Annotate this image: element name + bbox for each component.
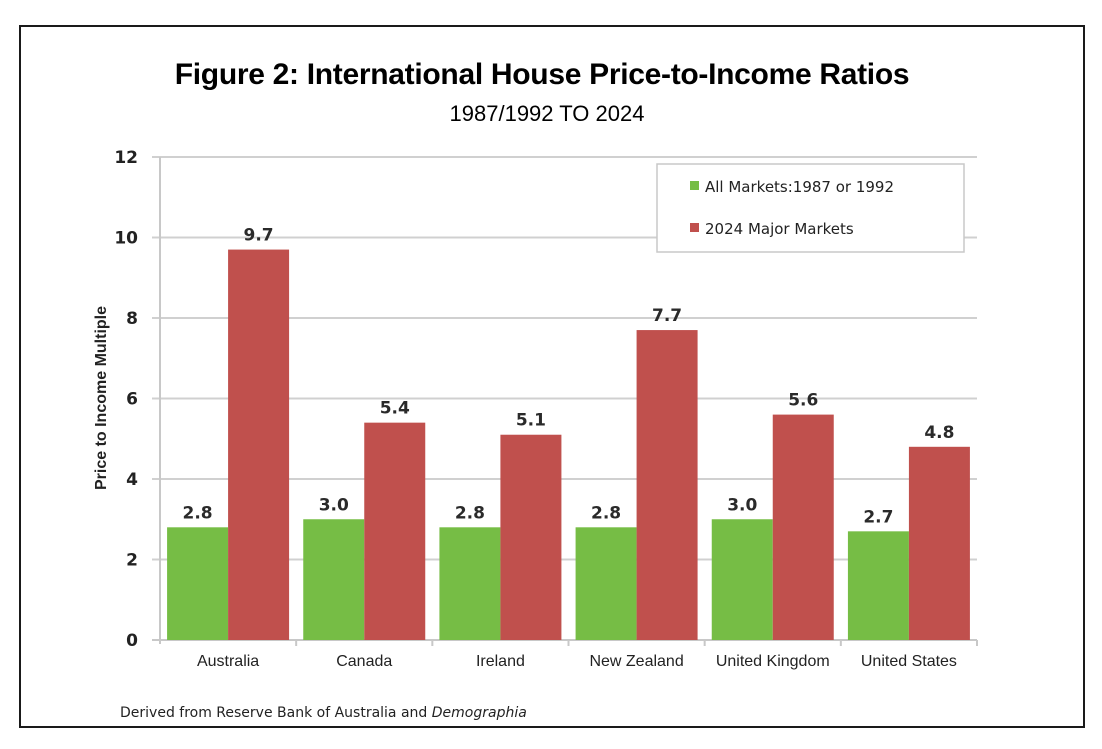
y-tick-label: 8 — [126, 309, 138, 329]
bar-australia-series-1 — [228, 249, 290, 640]
y-tick-label: 12 — [114, 148, 138, 168]
data-label: 3.0 — [319, 495, 349, 515]
x-category-label: Ireland — [476, 653, 525, 670]
bar-united-states-series-1 — [908, 446, 970, 640]
data-label: 2.8 — [183, 503, 213, 523]
bar-united-kingdom-series-1 — [772, 414, 834, 640]
bar-united-states-series-0 — [847, 531, 909, 640]
chart-subtitle: 1987/1992 TO 2024 — [449, 101, 645, 126]
data-label: 2.8 — [591, 503, 621, 523]
y-tick-label: 0 — [126, 631, 138, 651]
y-tick-label: 2 — [126, 551, 138, 571]
bar-canada-series-1 — [364, 422, 426, 640]
legend-label-0: All Markets:1987 or 1992 — [705, 178, 894, 196]
bar-australia-series-0 — [167, 527, 229, 640]
x-category-label: Canada — [336, 653, 392, 670]
x-category-label: United States — [861, 653, 957, 670]
y-axis-label: Price to Income Multiple — [93, 306, 110, 490]
bar-united-kingdom-series-0 — [711, 519, 773, 640]
data-label: 3.0 — [727, 495, 757, 515]
bar-canada-series-0 — [303, 519, 365, 640]
data-label: 5.1 — [516, 411, 546, 431]
y-tick-label: 10 — [114, 229, 138, 249]
bar-new-zealand-series-1 — [636, 330, 698, 640]
data-label: 4.8 — [924, 423, 954, 443]
legend: All Markets:1987 or 1992 2024 Major Mark… — [656, 163, 965, 253]
y-axis-ticks: 0 2 4 6 8 10 12 — [114, 148, 138, 651]
bar-ireland-series-1 — [500, 434, 562, 640]
x-axis-categories: Australia Canada Ireland New Zealand United … — [197, 653, 957, 670]
legend-label-1: 2024 Major Markets — [705, 220, 854, 238]
y-tick-label: 6 — [126, 390, 138, 410]
x-category-label: Australia — [197, 653, 259, 670]
bars — [167, 249, 970, 640]
bar-ireland-series-0 — [439, 527, 501, 640]
chart-title: Figure 2: International House Price-to-I… — [174, 58, 910, 91]
data-labels: 2.8 9.7 3.0 5.4 2.8 5.1 2.8 7.7 3.0 5.6 2.7 4.8 — [183, 226, 955, 528]
legend-swatch-0 — [690, 181, 699, 190]
source-italic: Demographia — [431, 705, 527, 721]
data-label: 5.4 — [380, 399, 410, 419]
bar-new-zealand-series-0 — [575, 527, 637, 640]
x-category-label: New Zealand — [589, 653, 683, 670]
data-label: 2.8 — [455, 503, 485, 523]
source-note: Derived from Reserve Bank of Australia a… — [120, 705, 527, 721]
data-label: 5.6 — [788, 391, 818, 411]
y-tick-label: 4 — [126, 470, 138, 490]
data-label: 7.7 — [652, 306, 682, 326]
data-label: 9.7 — [244, 226, 274, 246]
legend-swatch-1 — [690, 223, 699, 232]
source-text: Derived from Reserve Bank of Australia a… — [120, 705, 432, 721]
data-label: 2.7 — [863, 507, 893, 527]
gridlines — [152, 156, 978, 646]
legend-box — [656, 163, 965, 253]
x-category-label: United Kingdom — [716, 653, 830, 670]
